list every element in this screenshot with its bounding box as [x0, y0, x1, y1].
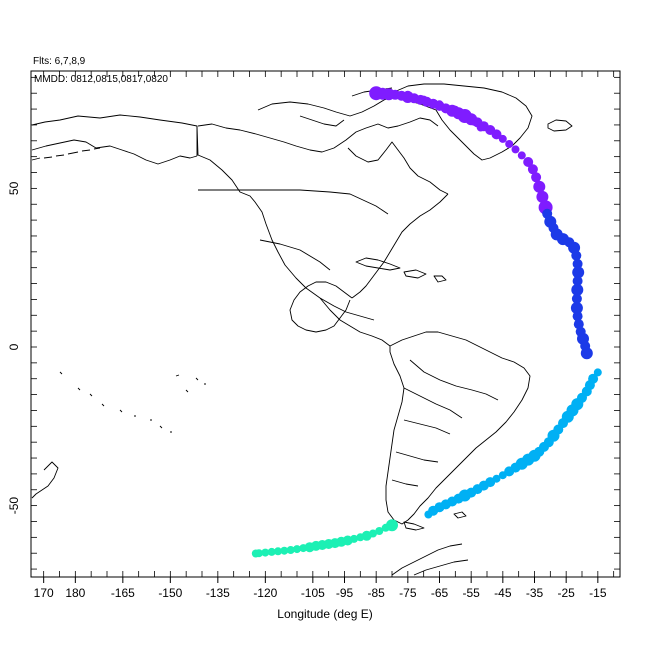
coast-border-us-canada [198, 189, 389, 215]
x-tick-label: -65 [431, 586, 449, 600]
y-tick-label: 0 [7, 343, 21, 350]
flight-6-point [527, 164, 538, 175]
plot-frame [30, 70, 621, 578]
flight-8-point [593, 368, 602, 377]
flight-6-point [511, 145, 520, 154]
x-tick-label: -165 [111, 586, 135, 600]
flight-6-point [403, 90, 412, 99]
coast-aleutians [31, 147, 101, 161]
flight-6-point [491, 129, 502, 140]
flight-8-point [498, 471, 507, 480]
coast-iceland [547, 119, 573, 132]
flight-6-point [517, 151, 526, 160]
flight-6-point [419, 95, 428, 104]
flights-label: Flts: 6,7,8,9 [33, 56, 86, 67]
coast-south-america [385, 331, 531, 525]
coast-alaska [31, 114, 375, 321]
flight-7-point [572, 266, 585, 279]
coast-greenland [393, 83, 533, 161]
coast-pacific-islands [59, 371, 206, 433]
flight-7-point [572, 276, 583, 286]
flight-6-point [476, 123, 485, 132]
y-tick-label: -50 [7, 497, 21, 515]
flight-9-point [280, 546, 289, 555]
flight-9-point [293, 545, 301, 554]
coast-sa-borders [391, 359, 499, 487]
x-tick-label: -150 [158, 586, 182, 600]
flight-6-point [536, 190, 549, 203]
coast-new-zealand [31, 461, 59, 499]
coast-antarctica [391, 543, 469, 576]
flight-9-point [251, 549, 260, 558]
flight-8-track [424, 368, 602, 519]
coast-gulf [289, 281, 353, 333]
x-tick-label: -75 [399, 586, 417, 600]
flight-7-point [572, 258, 583, 269]
flight-9-point [375, 527, 384, 535]
coast-falklands [453, 511, 467, 519]
flight-9-point [361, 530, 372, 541]
x-tick-label: -35 [526, 586, 544, 600]
flight-9-point [381, 523, 390, 532]
coast-cuba [355, 257, 447, 283]
flight-6-point [451, 105, 460, 114]
x-tick-label: -25 [557, 586, 575, 600]
flight-9-point [261, 548, 270, 557]
flight-9-point [356, 533, 365, 542]
flight-9-point [286, 546, 295, 554]
x-tick-label: 170 [34, 586, 54, 600]
x-tick-label: -85 [367, 586, 385, 600]
flight-9-point [299, 544, 308, 553]
x-axis: 170 180 -165 -150 -135 -120 -105 -95 -85 -75 -65 -5… [34, 71, 615, 600]
flight-6-point [531, 172, 542, 183]
flight-7-point [571, 293, 582, 304]
dates-label: MMDD: 0812,0815,0817,0820 [34, 74, 168, 85]
flight-8-point [424, 510, 433, 519]
coastlines [31, 83, 573, 576]
flight-6-point [459, 110, 470, 121]
coast-tierra-del-fuego [403, 521, 425, 531]
x-tick-label: -15 [589, 586, 607, 600]
flight-7-point [580, 347, 593, 360]
x-tick-label: 180 [65, 586, 85, 600]
x-tick-label: -120 [253, 586, 277, 600]
x-tick-label: -45 [494, 586, 512, 600]
flight-6-track [369, 86, 553, 215]
coast-alaska-south [31, 139, 198, 165]
flight-6-point [505, 140, 514, 148]
x-tick-label: -55 [462, 586, 480, 600]
flight-8-point [504, 466, 515, 477]
flight-9-track [251, 519, 398, 558]
flight-7-point [572, 311, 583, 322]
flight-9-point [274, 547, 282, 556]
coast-border-us-mexico [259, 239, 331, 271]
flight-7-point [570, 302, 583, 314]
flight-7-point [571, 250, 582, 261]
flight-6-point [533, 180, 546, 193]
flight-tracks [251, 86, 602, 558]
flight-6-point [470, 117, 479, 126]
flight-6-point [498, 134, 507, 143]
x-tick-label: -95 [336, 586, 354, 600]
flight-9-point [267, 547, 276, 556]
flight-6-point [435, 100, 444, 109]
x-tick-label: -105 [301, 586, 325, 600]
y-axis: 50 0 -50 [7, 76, 620, 570]
flight-7-point [571, 283, 584, 296]
coast-central-america [319, 297, 391, 347]
coast-us-east [351, 193, 449, 299]
coast-hudson [347, 141, 449, 195]
flight-9-point [304, 542, 315, 553]
x-tick-label: -135 [206, 586, 230, 600]
x-axis-label: Longitude (deg E) [277, 607, 372, 621]
y-tick-label: 50 [7, 181, 21, 195]
flight-7-track [542, 208, 593, 360]
flight-6-point [523, 157, 534, 167]
flight-7-point [573, 319, 584, 330]
coast-canada-arctic [197, 117, 439, 153]
